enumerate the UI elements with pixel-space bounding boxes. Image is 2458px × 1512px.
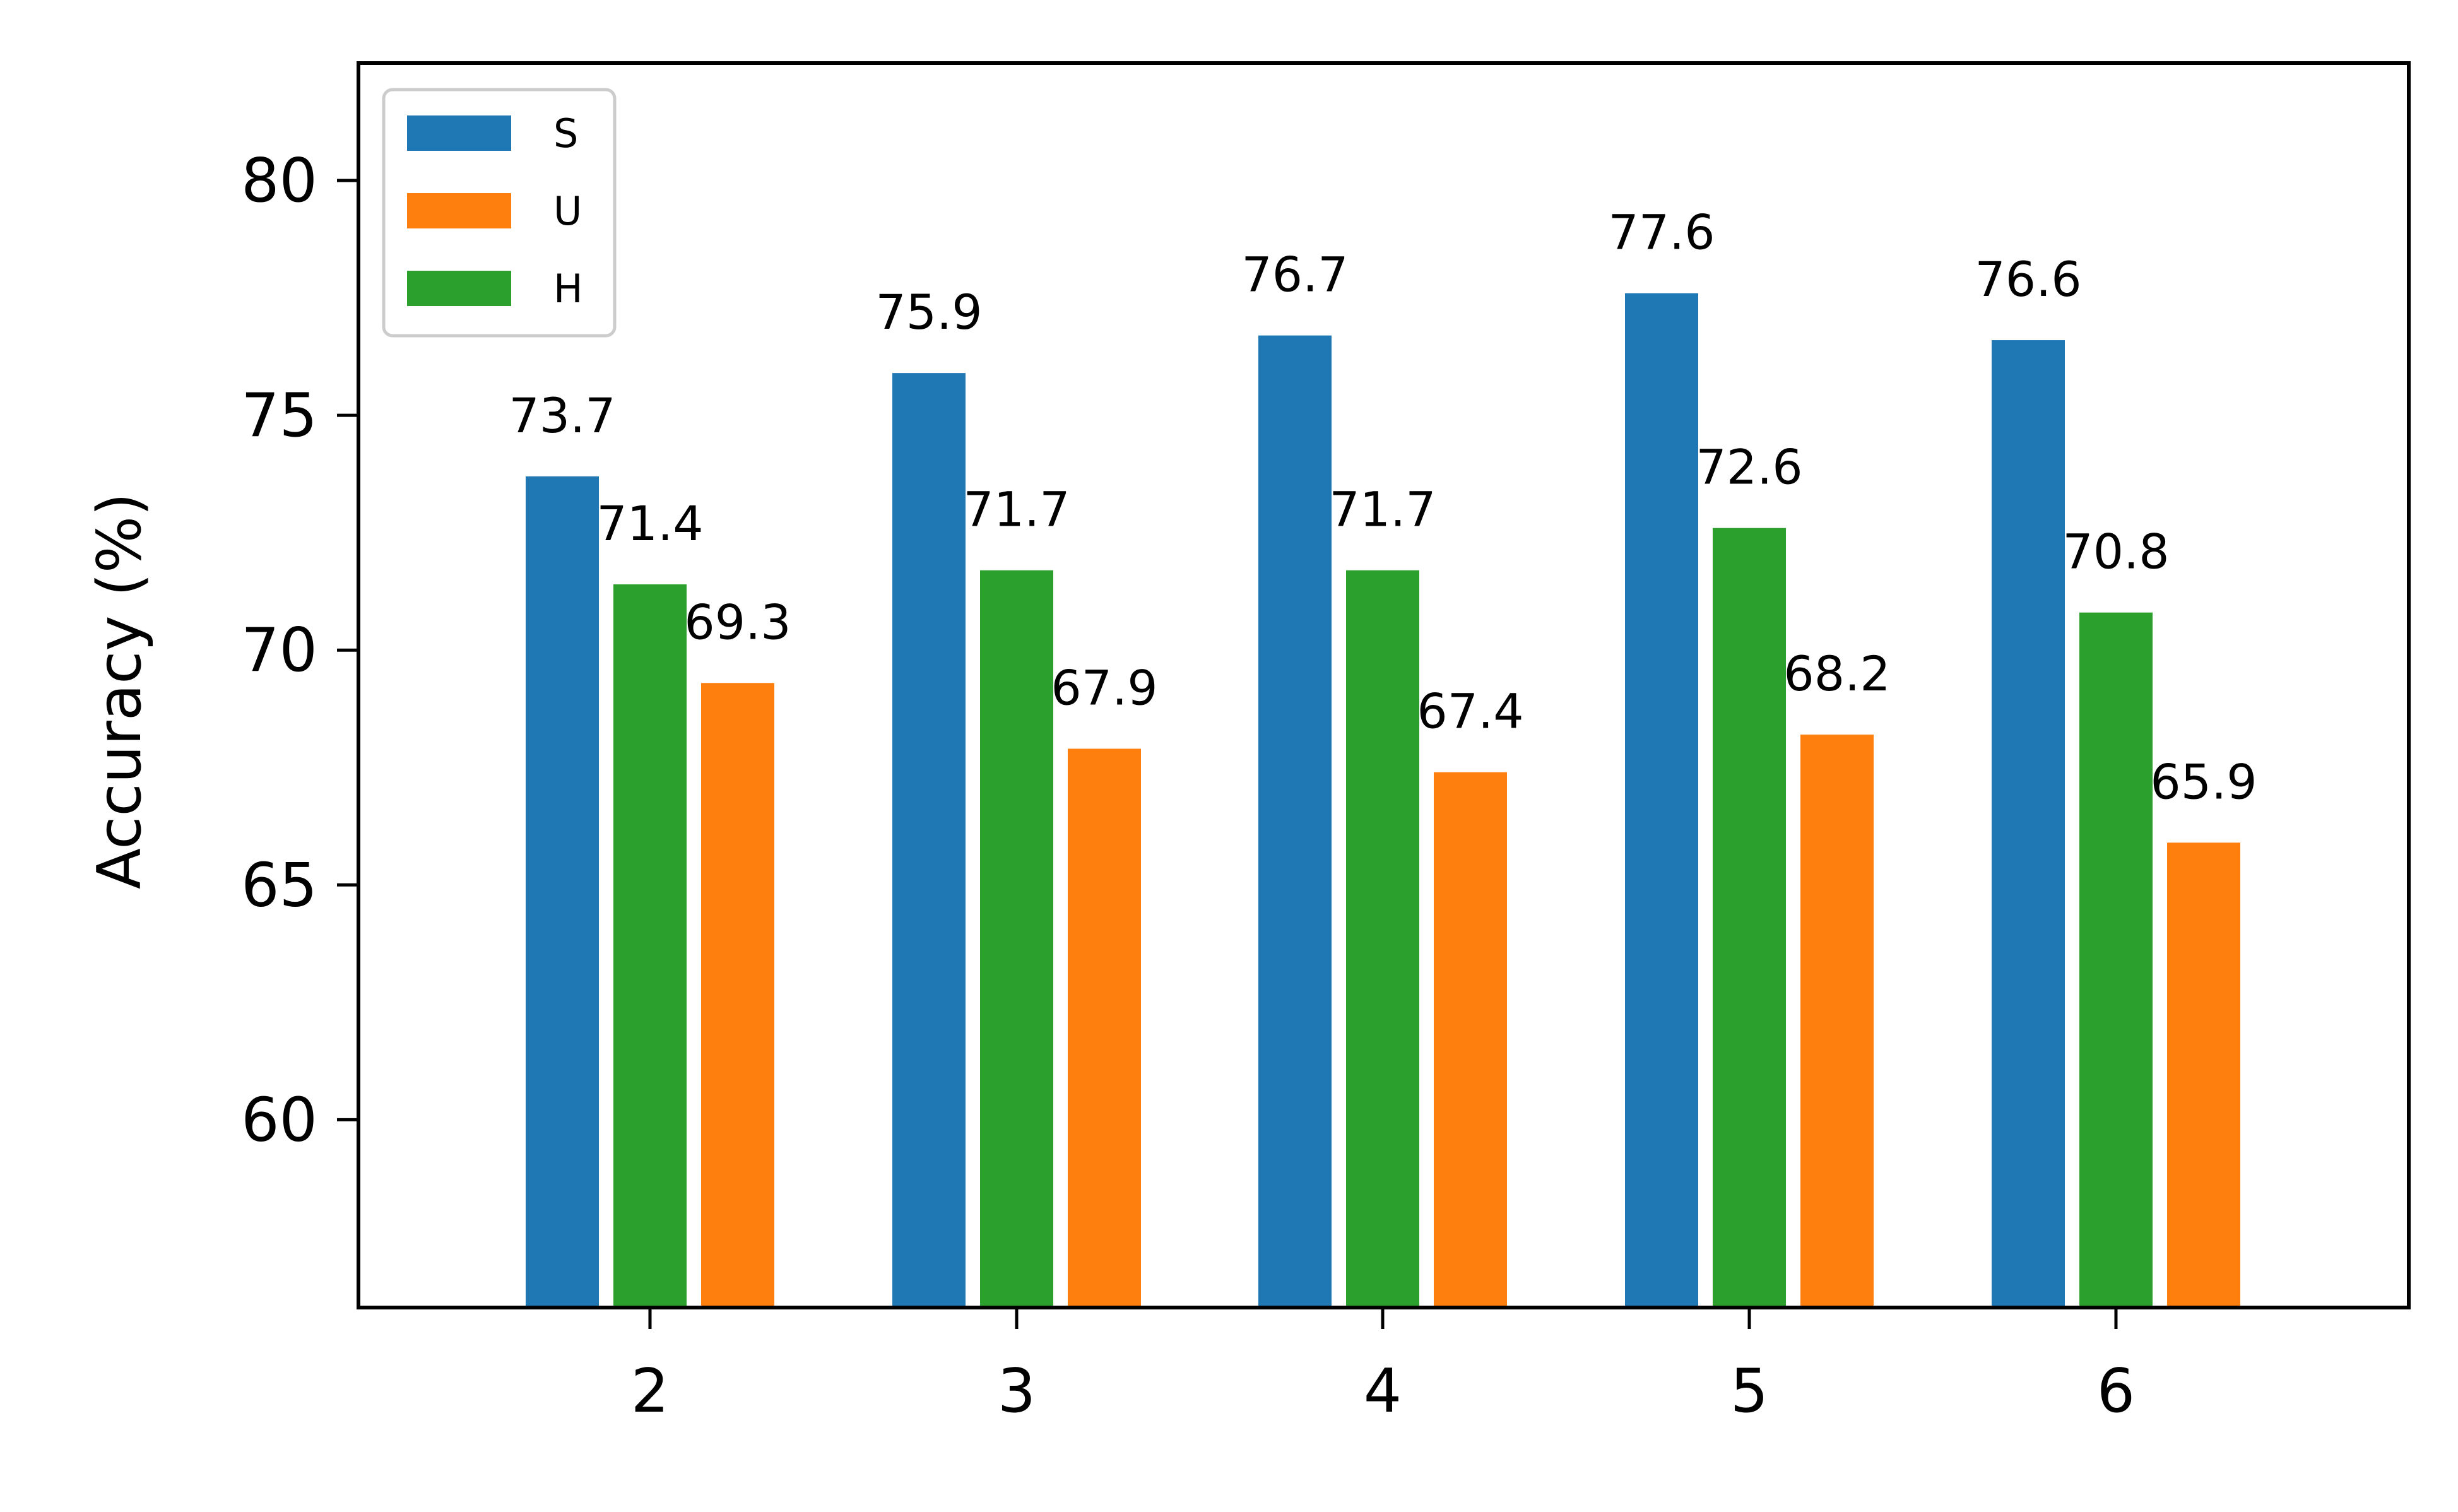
data-label-s-2: 73.7 — [509, 387, 615, 444]
bar-s-4 — [1258, 335, 1332, 1308]
y-tick-label-80: 80 — [241, 146, 317, 216]
bars-layer — [526, 293, 2240, 1308]
y-tick-label-65: 65 — [241, 851, 317, 920]
x-tick-label-4: 4 — [1364, 1357, 1402, 1426]
bar-u-6 — [2167, 842, 2240, 1308]
legend: SUH — [382, 88, 617, 338]
data-label-s-3: 75.9 — [875, 284, 982, 340]
bar-h-6 — [2079, 612, 2153, 1308]
bar-s-3 — [892, 373, 966, 1308]
data-label-u-6: 65.9 — [2150, 753, 2257, 810]
bar-s-2 — [526, 476, 599, 1308]
legend-swatch-u — [407, 193, 511, 228]
legend-swatch-h — [407, 271, 511, 306]
bar-u-4 — [1434, 772, 1507, 1308]
data-labels-layer: 73.7 71.4 69.3 75.9 71.7 67.9 76.7 71.7 67.4 77.6… — [509, 204, 2257, 810]
legend-label-s: S — [553, 110, 578, 157]
data-label-u-3: 67.9 — [1051, 659, 1157, 716]
bar-h-5 — [1713, 528, 1786, 1308]
data-label-u-2: 69.3 — [684, 594, 791, 650]
bar-s-5 — [1625, 293, 1698, 1308]
bar-u-3 — [1068, 748, 1141, 1308]
data-label-s-5: 77.6 — [1608, 204, 1715, 261]
bar-h-2 — [613, 584, 687, 1308]
data-label-h-5: 72.6 — [1696, 439, 1802, 495]
bar-u-2 — [701, 683, 774, 1308]
data-label-s-4: 76.7 — [1241, 247, 1348, 303]
x-tick-label-6: 6 — [2097, 1357, 2135, 1426]
data-label-s-6: 76.6 — [1975, 251, 2081, 307]
legend-label-u: U — [553, 188, 582, 234]
data-label-h-4: 71.7 — [1329, 481, 1436, 538]
y-tick-label-75: 75 — [241, 381, 317, 451]
y-tick-label-70: 70 — [241, 616, 317, 685]
axes-layer: 2 3 4 5 6 60 65 70 75 80 — [241, 61, 2411, 1426]
x-tick-label-5: 5 — [1730, 1357, 1768, 1426]
legend-label-h: H — [553, 266, 583, 312]
x-tick-label-2: 2 — [631, 1357, 669, 1426]
data-label-u-4: 67.4 — [1417, 683, 1523, 740]
y-tick-label-60: 60 — [241, 1085, 317, 1155]
data-label-u-5: 68.2 — [1783, 646, 1890, 702]
data-label-h-2: 71.4 — [596, 495, 703, 552]
bar-u-5 — [1800, 735, 1874, 1308]
data-label-h-3: 71.7 — [963, 481, 1070, 538]
bar-h-3 — [980, 570, 1053, 1308]
x-tick-label-3: 3 — [998, 1357, 1036, 1426]
y-axis-title: Accuracy (%) — [85, 493, 155, 889]
bar-s-6 — [1992, 340, 2065, 1308]
legend-swatch-s — [407, 115, 511, 151]
bar-h-4 — [1346, 570, 1419, 1308]
data-label-h-6: 70.8 — [2062, 524, 2169, 580]
